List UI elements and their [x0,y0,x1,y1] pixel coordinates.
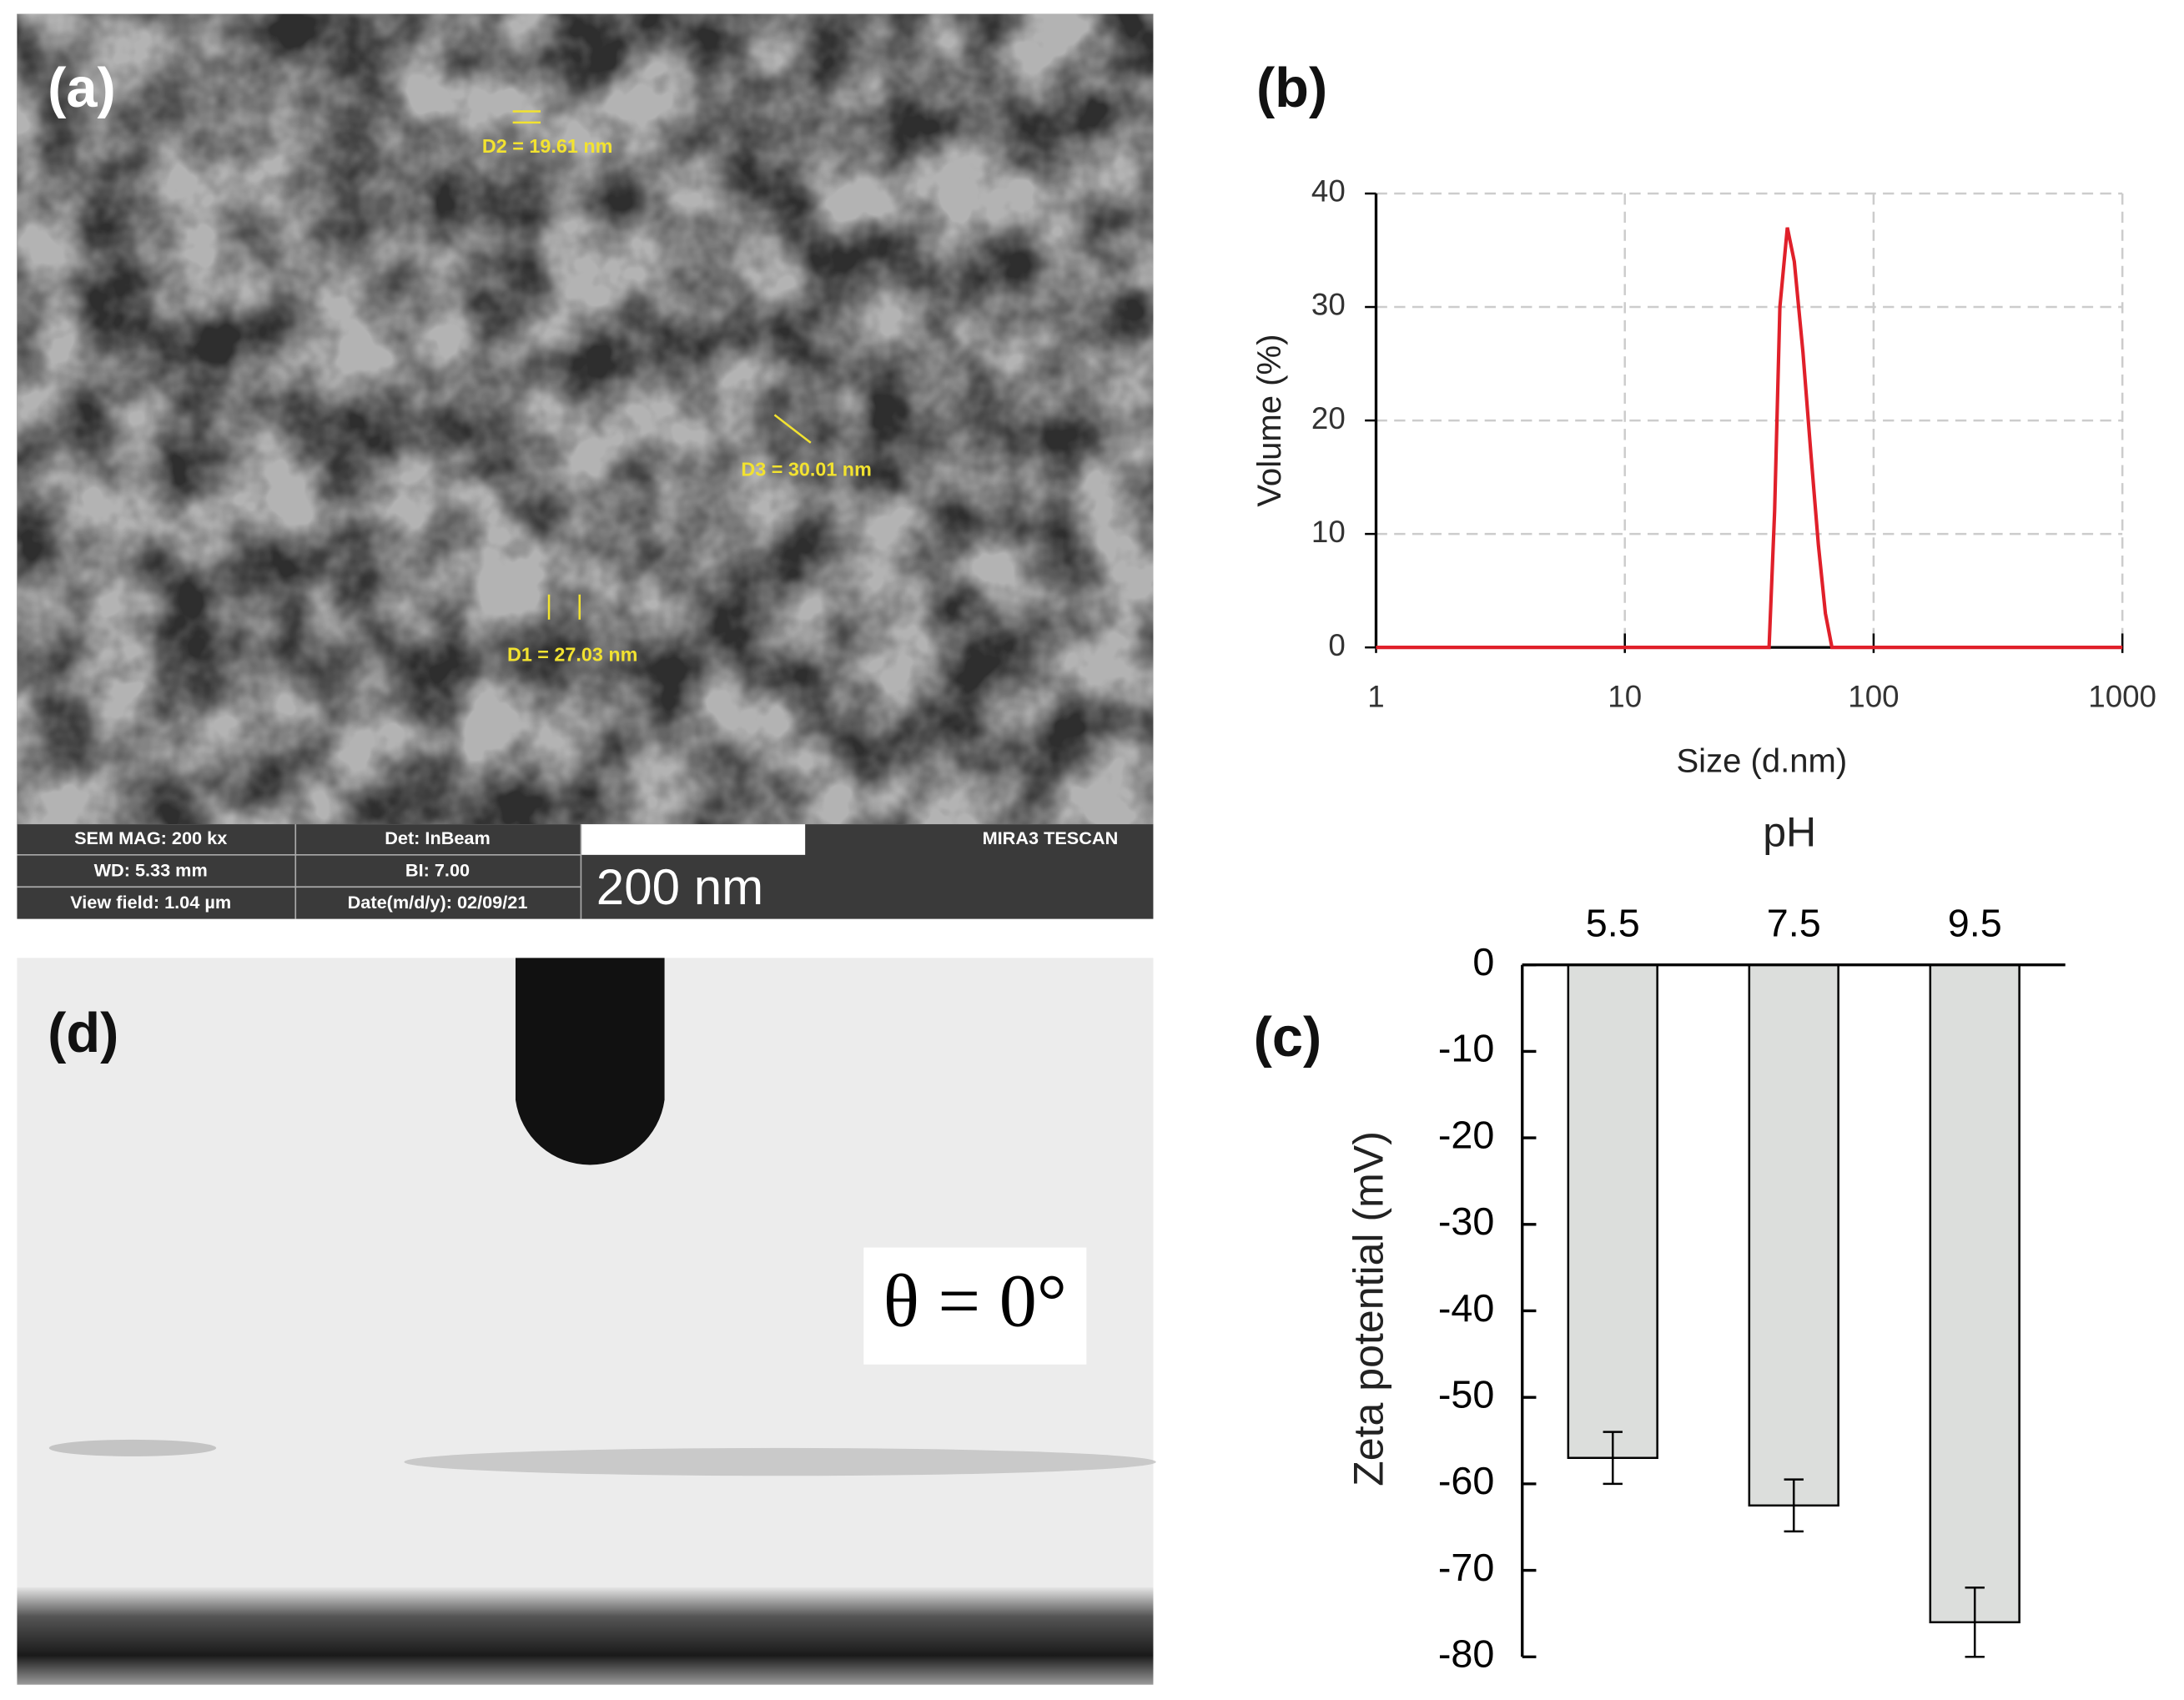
sem-texture [17,13,1154,825]
measurement: D2 = 19.61 nm [482,135,612,157]
panel-label: (a) [48,58,116,119]
x-tick-label: 5.5 [1586,901,1640,944]
y-tick-label: -40 [1438,1286,1495,1330]
error-bar [1603,1431,1623,1486]
error-bar [1965,1587,1985,1658]
panel-label: (c) [1254,1007,1322,1069]
x-tick-label: 10 [1608,680,1642,714]
x-axis-label: Size (d.nm) [1676,742,1847,779]
info-grid [17,824,582,919]
data-line [1376,227,2123,650]
y-axis-label: Volume (%) [1251,334,1288,507]
measure-marks [512,110,812,620]
info-text: SEM MAG: 200 kx [74,827,227,848]
shadow [404,1447,1156,1476]
info-text: Date(m/d/y): 02/09/21 [348,892,528,913]
x-tick-label: 1 [1367,680,1384,714]
y-tick-label: 30 [1311,288,1346,322]
y-tick-label: -20 [1438,1113,1495,1156]
shadow [48,1439,217,1456]
info-text: Det: InBeam [385,827,491,848]
substrate [17,1587,1154,1685]
y-tick-label: -60 [1438,1459,1495,1502]
x-tick-label: 9.5 [1948,901,2002,944]
y-tick-label: -50 [1438,1373,1495,1416]
sem-panel: SEM MAG: 200 kx Det: InBeam WD: 5.33 mm … [17,13,1154,919]
y-tick-label: 20 [1311,401,1346,435]
info-text: BI: 7.00 [405,860,470,881]
angle-text: θ = 0° [883,1260,1067,1343]
bar [1929,963,2020,1624]
x-tick-label: 100 [1848,680,1899,714]
scale-bar [581,824,806,855]
y-tick-label: 10 [1311,515,1346,549]
contact-angle-panel: θ = 0° (d) [17,958,1156,1685]
x-axis-label: pH [1763,809,1816,856]
y-tick-label: 0 [1472,940,1494,983]
scale-text: 200 nm [596,859,763,915]
y-axis-label: Zeta potential (mV) [1346,1131,1392,1486]
y-tick-label: 0 [1328,628,1345,662]
angle-box [863,1247,1087,1365]
x-tick-label: 7.5 [1767,901,1821,944]
x-tick-label: 1000 [2088,680,2156,714]
bar [1748,963,1839,1507]
info-text: WD: 5.33 mm [94,860,208,881]
panel-label: (b) [1256,58,1327,119]
bar [1567,963,1658,1460]
y-tick-label: -80 [1438,1632,1495,1676]
panel-label: (d) [48,1003,118,1064]
measurement: D1 = 27.03 nm [507,643,637,665]
measurement: D3 = 30.01 nm [741,458,871,480]
error-bar [1784,1478,1804,1533]
y-tick-label: 40 [1311,174,1346,209]
y-tick-label: -10 [1438,1027,1495,1070]
y-tick-label: -30 [1438,1200,1495,1243]
needle [515,958,665,1165]
info-text: MIRA3 TESCAN [983,827,1119,848]
y-tick-label: -70 [1438,1546,1495,1589]
info-text: View field: 1.04 µm [70,892,231,913]
